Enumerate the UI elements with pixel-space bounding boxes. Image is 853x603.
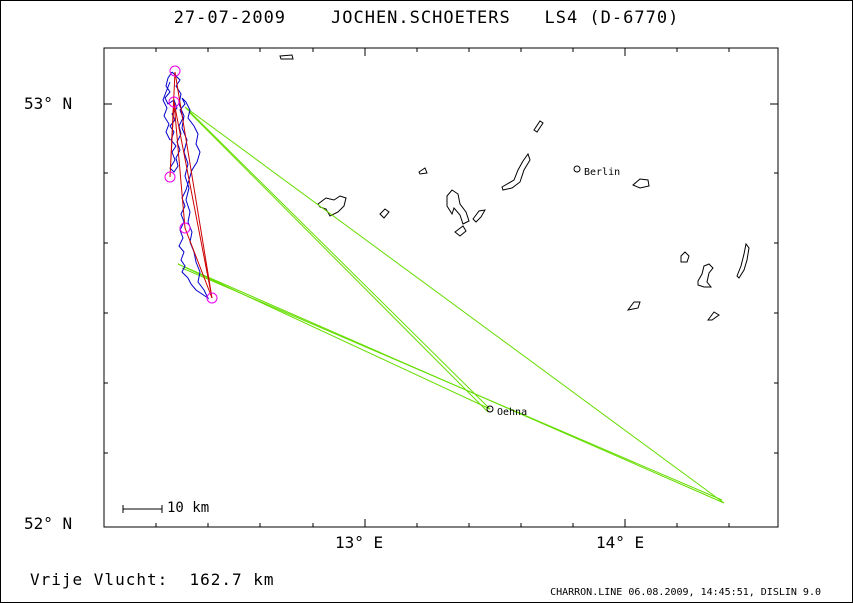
flight-track [164, 71, 210, 300]
lake [707, 311, 720, 321]
lake [736, 242, 750, 279]
berlin-label: Berlin [584, 167, 621, 178]
optimized-route [173, 101, 213, 299]
lake [446, 189, 470, 225]
lake [472, 209, 486, 223]
lake [626, 301, 641, 311]
turnpoint-marker [206, 292, 218, 304]
lat-label-52: 52° N [24, 514, 73, 533]
lake [533, 120, 544, 133]
longitude-ticks [155, 48, 730, 527]
scale-bar-label: 10 km [167, 500, 210, 516]
lon-label-14: 14° E [596, 533, 645, 552]
lake [317, 195, 347, 217]
turnpoint-marker [179, 222, 191, 234]
scale-bar [122, 505, 163, 513]
map-border [103, 47, 779, 528]
oehna-label: Oehna [497, 407, 528, 418]
lake [454, 225, 467, 237]
lake [501, 152, 531, 191]
lon-label-13: 13° E [335, 533, 384, 552]
free-flight-distance: Vrije Vlucht: 162.7 km [30, 570, 275, 589]
turnpoints [164, 65, 218, 304]
task-leg [188, 111, 489, 413]
task-leg [181, 267, 723, 501]
berlin-marker [573, 165, 581, 173]
turnpoint-marker [168, 96, 180, 108]
flight-track [162, 81, 171, 141]
task-legs [177, 106, 725, 504]
lat-label-53: 53° N [24, 94, 73, 113]
turnpoint-marker [164, 171, 176, 183]
lake [697, 263, 714, 288]
lake [632, 178, 650, 189]
map-title: 27-07-2009 JOCHEN.SCHOETERS LS4 (D-6770) [173, 8, 680, 28]
program-stamp: CHARRON.LINE 06.08.2009, 14:45:51, DISLI… [550, 587, 821, 598]
turnpoint-marker [169, 65, 181, 77]
lake [418, 167, 428, 175]
lakes [279, 54, 750, 321]
latitude-ticks [104, 103, 778, 454]
lake [379, 208, 390, 219]
task-leg [177, 106, 725, 504]
lake [279, 54, 294, 60]
lake [680, 251, 690, 263]
oehna-marker [486, 405, 494, 413]
